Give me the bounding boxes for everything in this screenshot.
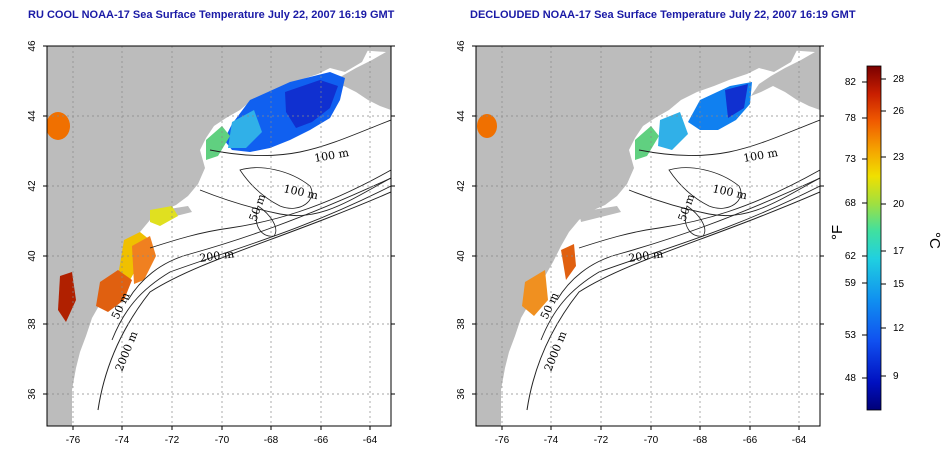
x-tick-label: -66	[314, 435, 329, 446]
x-tick-label: -70	[215, 435, 230, 446]
sst-patch-coast-green	[635, 126, 659, 160]
x-tick-label: -64	[363, 435, 378, 446]
colorbar-celsius-tick: 17	[893, 246, 905, 257]
y-tick-label: 38	[456, 318, 467, 330]
isobath-contour	[149, 169, 391, 249]
sst-patch-chesapeake	[58, 272, 76, 322]
colorbar-fahrenheit-tick: 59	[845, 278, 857, 289]
map-title-left: RU COOL NOAA-17 Sea Surface Temperature …	[28, 9, 395, 21]
contour-label: 200 m	[628, 247, 665, 265]
y-tick-label: 46	[27, 40, 38, 52]
sst-patch-coast-green	[206, 126, 230, 160]
isobath-contour	[127, 177, 391, 301]
y-tick-label: 42	[456, 180, 467, 192]
sst-patch-cyan	[658, 112, 688, 150]
land-nova-scotia	[729, 46, 820, 110]
map-right: 100 m 100 m 50 m 200 m 50 m 2000 m -76 -7…	[456, 40, 824, 446]
isobath-contour	[209, 119, 391, 157]
land-mass	[47, 46, 370, 426]
axis-ticks: -76 -74 -72 -70 -68 -66 -64 46 44 42 40 38 36	[456, 40, 824, 446]
isobath-contour	[111, 185, 391, 341]
isobath-contour	[199, 177, 391, 217]
colorbar-celsius-tick: 23	[893, 152, 905, 163]
sst-patch-gulf-maine-dark	[725, 84, 748, 118]
colorbar-fahrenheit-tick: 48	[845, 373, 857, 384]
colorbar-celsius-tick: 15	[893, 279, 905, 290]
y-tick-label: 44	[27, 110, 38, 122]
contour-label: 100 m	[742, 146, 779, 165]
x-tick-label: -64	[792, 435, 807, 446]
y-tick-label: 36	[27, 388, 38, 400]
x-tick-label: -68	[693, 435, 708, 446]
x-tick-label: -72	[165, 435, 180, 446]
isobath-contour	[540, 185, 820, 341]
colorbar-ticks: 82 78 73 68 62 59 53 48 28 26 23 20 17 15 12 9	[845, 74, 905, 384]
sst-patch-mid-atlantic	[96, 270, 132, 312]
colorbar-celsius-tick: 26	[893, 106, 905, 117]
isobath-contour	[556, 177, 820, 301]
x-tick-label: -70	[644, 435, 659, 446]
isobath-contour	[578, 169, 820, 249]
isobath-contour	[684, 205, 706, 237]
y-tick-label: 46	[456, 40, 467, 52]
sst-patch	[477, 114, 497, 138]
y-tick-label: 36	[456, 388, 467, 400]
grid-lines	[47, 46, 391, 426]
contour-label: 200 m	[199, 247, 236, 265]
y-tick-label: 44	[456, 110, 467, 122]
colorbar-fahrenheit-tick: 53	[845, 330, 857, 341]
sst-patch-shelf	[561, 244, 576, 280]
y-tick-label: 40	[456, 250, 467, 262]
y-tick-label: 38	[27, 318, 38, 330]
colorbar-fahrenheit-tick: 82	[845, 77, 857, 88]
map-frame	[475, 45, 821, 427]
colorbar-fahrenheit-tick: 68	[845, 198, 857, 209]
isobath-contour	[97, 191, 391, 411]
x-tick-label: -76	[66, 435, 81, 446]
colorbar: 82 78 73 68 62 59 53 48 28 26 23 20 17 15 12 9 °F °C	[829, 65, 943, 411]
sst-patch	[47, 112, 70, 140]
colorbar-celsius-tick: 12	[893, 323, 905, 334]
grid-lines	[476, 46, 820, 426]
colorbar-fahrenheit-tick: 78	[845, 113, 857, 124]
colorbar-gradient	[866, 65, 882, 411]
isobath-contour	[239, 167, 313, 209]
celsius-unit-label: °C	[926, 232, 943, 249]
colorbar-celsius-tick: 20	[893, 199, 905, 210]
x-tick-label: -66	[743, 435, 758, 446]
sst-patch-gulf-maine-cyan	[228, 110, 262, 148]
colorbar-celsius-tick: 28	[893, 74, 905, 85]
map-title-right: DECLOUDED NOAA-17 Sea Surface Temperatur…	[470, 9, 856, 21]
y-tick-label: 40	[27, 250, 38, 262]
isobath-contour	[255, 205, 277, 237]
isobath-contour	[628, 177, 820, 217]
x-tick-label: -74	[544, 435, 559, 446]
x-tick-label: -68	[264, 435, 279, 446]
land-nova-scotia	[300, 46, 391, 110]
isobath-contour	[638, 119, 820, 157]
sst-patch-mid-atlantic	[522, 270, 548, 316]
colorbar-fahrenheit-tick: 73	[845, 154, 857, 165]
isobath-contour	[526, 191, 820, 411]
map-frame	[46, 45, 392, 427]
map-left: 100 m 100 m 50 m 200 m 50 m 2000 m -76 -7…	[27, 40, 395, 446]
x-tick-label: -76	[495, 435, 510, 446]
x-tick-label: -72	[594, 435, 609, 446]
colorbar-celsius-tick: 9	[893, 371, 899, 382]
fahrenheit-unit-label: °F	[829, 225, 846, 240]
x-tick-label: -74	[115, 435, 130, 446]
y-tick-label: 42	[27, 180, 38, 192]
axis-ticks: -76 -74 -72 -70 -68 -66 -64 46 44 42 40 38 36	[27, 40, 395, 446]
colorbar-fahrenheit-tick: 62	[845, 251, 857, 262]
land-long-island	[579, 206, 621, 222]
contour-label: 100 m	[313, 146, 350, 165]
isobath-contour	[668, 167, 742, 209]
sst-patch-yellow	[150, 206, 178, 226]
land-mass	[476, 46, 799, 426]
